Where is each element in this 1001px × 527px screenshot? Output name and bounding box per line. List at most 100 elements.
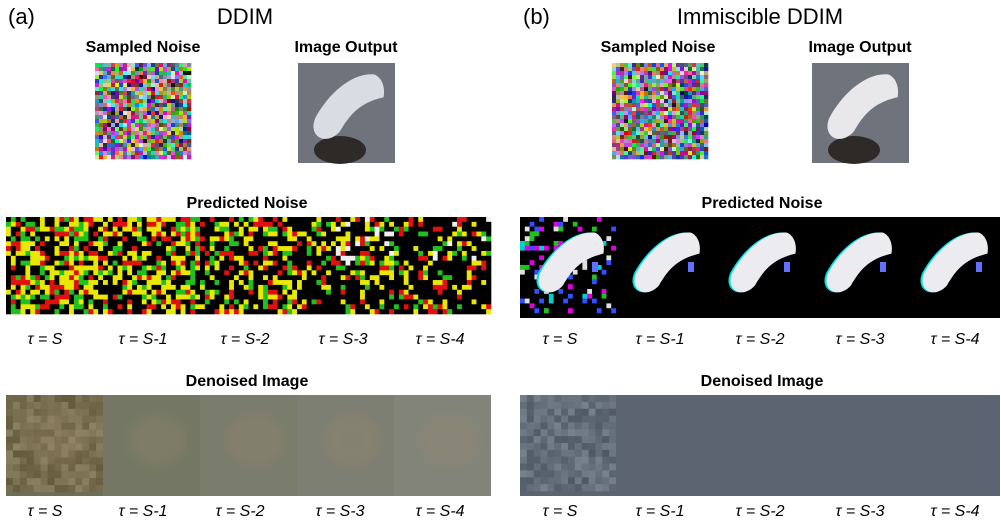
pixel [611, 217, 616, 222]
pixel [370, 251, 375, 256]
pixel [394, 280, 399, 285]
pixel [25, 232, 30, 237]
pixel [45, 270, 50, 275]
pixel [652, 127, 656, 131]
pixel [692, 143, 696, 147]
pixel [684, 147, 688, 151]
pixel [549, 246, 554, 251]
pixel [99, 115, 103, 119]
pixel [447, 256, 452, 261]
pixel [278, 236, 283, 241]
pixel [115, 119, 119, 123]
pixel [132, 290, 137, 295]
pixel [648, 111, 652, 115]
pixel [190, 241, 195, 246]
pixel [632, 83, 636, 87]
pixel [428, 217, 433, 222]
pixel [640, 107, 644, 111]
pixel [163, 115, 167, 119]
pixel [175, 95, 179, 99]
pixel [520, 227, 525, 232]
pixel [229, 217, 234, 222]
pixel [692, 83, 696, 87]
pixel [147, 103, 151, 107]
pixel [25, 256, 30, 261]
pixel [119, 147, 123, 151]
pixel [428, 295, 433, 300]
pixel [55, 275, 60, 280]
pixel [575, 402, 582, 409]
pixel [302, 304, 307, 309]
pixel [660, 119, 664, 123]
pixel [636, 71, 640, 75]
pixel [316, 295, 321, 300]
pixel [137, 261, 142, 266]
pixel [45, 266, 50, 271]
pixel [127, 232, 132, 237]
pixel [375, 232, 380, 237]
pixel [409, 251, 414, 256]
pixel [163, 119, 167, 123]
pixel [40, 241, 45, 246]
pixel [40, 270, 45, 275]
pixel [34, 478, 41, 485]
pixel [602, 299, 607, 304]
pixel [127, 241, 132, 246]
pixel [118, 246, 123, 251]
pixel [99, 83, 103, 87]
pixel [447, 261, 452, 266]
pixel [166, 309, 171, 314]
pixel [688, 135, 692, 139]
pixel [166, 270, 171, 275]
pixel [55, 295, 60, 300]
pixel [676, 107, 680, 111]
pixel [399, 280, 404, 285]
pixel [74, 236, 79, 241]
pixel [582, 450, 589, 457]
pixel [200, 280, 205, 285]
pixel [103, 87, 107, 91]
pixel [668, 115, 672, 119]
pixel [156, 236, 161, 241]
pixel [578, 294, 583, 299]
pixel [680, 99, 684, 103]
pixel [389, 246, 394, 251]
pixel [620, 87, 624, 91]
pixel [302, 261, 307, 266]
pixel [99, 75, 103, 79]
pixel [534, 477, 541, 484]
pixel [107, 135, 111, 139]
pixel [75, 402, 82, 409]
pixel [467, 290, 472, 295]
pixel [384, 309, 389, 314]
pixel [404, 275, 409, 280]
pixel [89, 423, 96, 430]
pixel [696, 83, 700, 87]
denoised-blur [322, 414, 382, 466]
pixel [389, 261, 394, 266]
pixel [696, 99, 700, 103]
pixel [96, 464, 103, 471]
pixel [263, 275, 268, 280]
pixel [312, 222, 317, 227]
pixel [35, 222, 40, 227]
pixel [282, 246, 287, 251]
pixel [171, 143, 175, 147]
pixel [25, 285, 30, 290]
pixel [530, 251, 535, 256]
pixel [20, 457, 27, 464]
pixel [115, 95, 119, 99]
pixel [568, 484, 575, 491]
pixel [554, 477, 561, 484]
pixel [370, 261, 375, 266]
pixel [644, 115, 648, 119]
pixel [20, 423, 27, 430]
pixel [696, 79, 700, 83]
pixel [166, 295, 171, 300]
pixel [263, 251, 268, 256]
pixel [350, 227, 355, 232]
pixel [30, 304, 35, 309]
pixel [606, 227, 611, 232]
pixel [592, 217, 597, 222]
pixel [341, 236, 346, 241]
